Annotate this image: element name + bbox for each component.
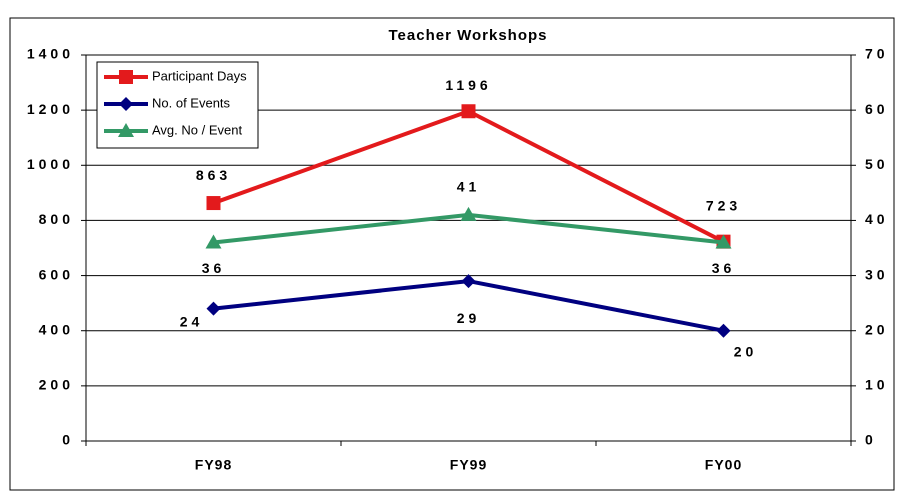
y2-tick-label: 40 xyxy=(865,211,889,227)
y-tick-label: 1000 xyxy=(27,156,74,172)
marker xyxy=(118,123,134,137)
marker xyxy=(205,234,222,249)
data-label: 24 xyxy=(180,313,204,329)
marker xyxy=(461,274,476,289)
marker xyxy=(461,104,476,119)
marker xyxy=(460,206,477,221)
y2-tick-label: 50 xyxy=(865,156,889,172)
y-tick-label: 400 xyxy=(39,321,74,337)
data-label: 36 xyxy=(712,260,736,276)
marker xyxy=(715,234,732,249)
y-tick-label: 600 xyxy=(39,266,74,282)
legend-label: No. of Events xyxy=(152,95,231,110)
y2-tick-label: 70 xyxy=(865,46,889,62)
y-tick-label: 200 xyxy=(39,377,74,393)
y2-tick-label: 30 xyxy=(865,266,889,282)
y-tick-label: 1400 xyxy=(27,46,74,62)
x-tick-label: FY99 xyxy=(450,457,487,473)
marker xyxy=(716,323,731,338)
marker xyxy=(206,301,221,316)
data-label: 723 xyxy=(706,197,741,213)
marker xyxy=(206,196,221,211)
y2-tick-label: 10 xyxy=(865,377,889,393)
marker xyxy=(119,97,133,111)
chart-title: Teacher Workshops xyxy=(389,27,548,44)
data-label: 29 xyxy=(457,310,481,326)
legend-label: Participant Days xyxy=(152,68,247,83)
x-tick-label: FY00 xyxy=(705,457,742,473)
y2-tick-label: 60 xyxy=(865,101,889,117)
x-tick-label: FY98 xyxy=(195,457,232,473)
marker xyxy=(119,70,133,84)
data-label: 41 xyxy=(457,179,481,195)
y-tick-label: 1200 xyxy=(27,101,74,117)
y-tick-label: 800 xyxy=(39,211,74,227)
data-label: 20 xyxy=(734,343,758,359)
data-label: 863 xyxy=(196,167,231,183)
data-label: 1196 xyxy=(445,77,491,93)
y2-tick-label: 20 xyxy=(865,321,889,337)
y-tick-label: 0 xyxy=(62,432,74,448)
data-label: 36 xyxy=(202,260,226,276)
y2-tick-label: 0 xyxy=(865,432,877,448)
legend-label: Avg. No / Event xyxy=(152,122,242,137)
